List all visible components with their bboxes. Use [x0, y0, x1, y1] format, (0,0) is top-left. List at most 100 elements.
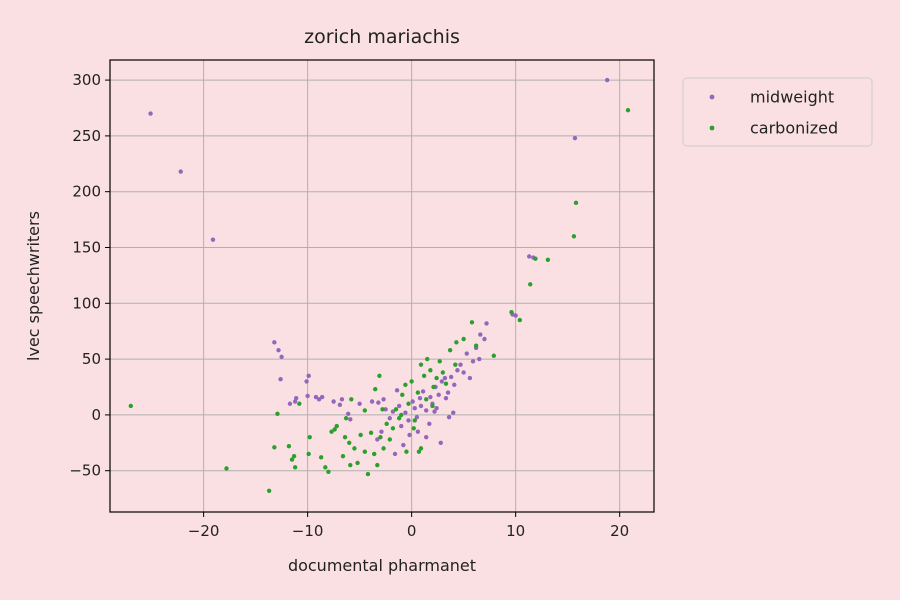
- carbonized-point: [406, 401, 411, 406]
- midweight-point: [448, 374, 454, 380]
- carbonized-point: [533, 256, 538, 261]
- y-tick-label: 300: [72, 71, 101, 89]
- midweight-point: [337, 402, 343, 408]
- carbonized-point: [381, 446, 386, 451]
- carbonized-point: [473, 343, 479, 348]
- midweight-point: [276, 347, 281, 353]
- carbonized-point: [416, 449, 422, 454]
- carbonized-point: [430, 403, 435, 409]
- carbonized-point: [545, 257, 551, 262]
- carbonized-point: [454, 340, 459, 345]
- midweight-point: [427, 421, 432, 427]
- carbonized-point: [297, 401, 302, 406]
- midweight-point: [279, 354, 284, 360]
- midweight-point: [306, 373, 311, 379]
- midweight-point: [438, 440, 443, 446]
- carbonized-point: [384, 421, 389, 427]
- y-tick-label: 0: [91, 406, 101, 424]
- carbonized-point: [380, 407, 385, 412]
- midweight-point: [526, 254, 532, 259]
- carbonized-point: [355, 460, 360, 466]
- plot-area-frame: [109, 59, 655, 513]
- midweight-point: [345, 411, 351, 416]
- midweight-point: [293, 395, 299, 401]
- midweight-point: [410, 399, 415, 404]
- carbonized-point: [428, 368, 433, 373]
- carbonized-point: [326, 469, 331, 475]
- carbonized-point: [509, 310, 514, 315]
- carbonized-point: [291, 453, 297, 459]
- midweight-point: [414, 414, 420, 420]
- midweight-point: [420, 389, 426, 394]
- midweight-point: [383, 407, 388, 412]
- grid-lines: [110, 60, 654, 512]
- carbonized-point: [318, 455, 324, 460]
- midweight-point: [484, 321, 489, 326]
- midweight-point: [477, 356, 482, 362]
- midweight-point: [387, 416, 393, 421]
- carbonized-point: [411, 426, 416, 431]
- x-tick-label: −10: [292, 522, 324, 540]
- legend: midweight carbonized: [682, 77, 873, 147]
- carbonized-point: [329, 429, 334, 434]
- carbonized-point: [289, 457, 295, 462]
- carbonized-point: [368, 430, 374, 435]
- midweight-point: [432, 409, 437, 414]
- x-tick-label: −20: [188, 522, 220, 540]
- carbonized-point: [573, 200, 579, 206]
- carbonized-point: [528, 282, 533, 287]
- midweight-point: [316, 397, 322, 402]
- y-tick-label: 200: [72, 183, 101, 201]
- midweight-point: [470, 359, 476, 364]
- midweight-point: [428, 394, 433, 400]
- midweight-point: [381, 397, 386, 402]
- carbonized-point: [323, 465, 328, 470]
- midweight-point: [392, 451, 398, 457]
- midweight-point: [436, 392, 441, 398]
- carbonized-point: [275, 411, 280, 416]
- carbonized-point: [431, 384, 436, 390]
- midweight-point: [287, 401, 293, 406]
- midweight-point: [292, 399, 298, 404]
- legend-box: [682, 77, 873, 147]
- carbonized-point: [418, 446, 424, 451]
- carbonized-point: [469, 320, 475, 325]
- legend-label-carbonized: carbonized: [750, 119, 838, 138]
- midweight-point: [455, 368, 460, 373]
- carbonized-point: [412, 418, 417, 423]
- carbonized-point: [409, 379, 414, 384]
- midweight-point: [348, 417, 353, 422]
- x-tick-label: 10: [506, 522, 525, 540]
- carbonized-point: [375, 462, 380, 468]
- carbonized-point: [371, 451, 377, 457]
- carbonized-point: [447, 347, 453, 353]
- midweight-point: [478, 332, 483, 337]
- carbonized-point: [415, 390, 421, 395]
- carbonized-point: [440, 370, 446, 375]
- carbonized-point: [378, 435, 383, 440]
- midweight-point: [369, 399, 375, 404]
- midweight-point: [394, 388, 400, 393]
- carbonized-point: [343, 416, 349, 421]
- midweight-point: [339, 397, 345, 402]
- x-tick-label: 20: [610, 522, 629, 540]
- carbonized-point: [437, 359, 442, 364]
- carbonized-point: [224, 466, 229, 471]
- midweight-point: [445, 390, 451, 395]
- carbonized-point: [286, 443, 292, 449]
- midweight-point: [272, 340, 277, 345]
- y-tick-label: 100: [72, 294, 101, 312]
- midweight-point: [304, 379, 309, 384]
- carbonized-point: [404, 449, 409, 454]
- carbonized-point: [292, 465, 298, 470]
- midweight-point: [375, 437, 380, 442]
- midweight-point: [379, 429, 384, 434]
- carbonized-point: [362, 408, 368, 413]
- chart-title: zorich mariachis: [304, 26, 460, 48]
- carbonized-point: [272, 445, 277, 450]
- midweight-point: [452, 382, 457, 387]
- carbonized-point: [340, 453, 346, 459]
- carbonized-point: [453, 362, 458, 367]
- midweight-point: [434, 406, 439, 411]
- carbonized-point: [390, 426, 396, 431]
